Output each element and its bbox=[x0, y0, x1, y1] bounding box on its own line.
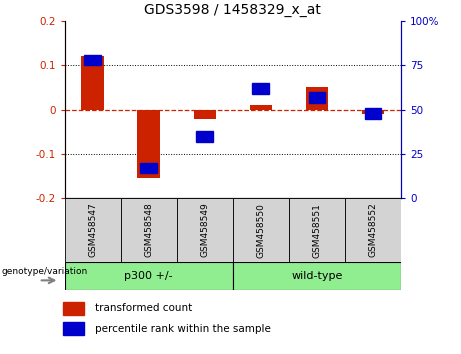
Text: genotype/variation: genotype/variation bbox=[1, 267, 88, 276]
Text: GSM458551: GSM458551 bbox=[313, 202, 321, 258]
Text: GSM458548: GSM458548 bbox=[144, 203, 153, 257]
Title: GDS3598 / 1458329_x_at: GDS3598 / 1458329_x_at bbox=[144, 4, 321, 17]
Bar bbox=[250, 105, 272, 110]
Bar bbox=[63, 322, 84, 335]
Bar bbox=[306, 87, 328, 110]
Text: percentile rank within the sample: percentile rank within the sample bbox=[95, 324, 271, 334]
Bar bbox=[177, 198, 233, 262]
Bar bbox=[365, 108, 381, 119]
Bar bbox=[65, 262, 233, 290]
Bar bbox=[196, 131, 213, 142]
Text: GSM458547: GSM458547 bbox=[88, 203, 97, 257]
Bar bbox=[194, 110, 216, 119]
Text: transformed count: transformed count bbox=[95, 303, 192, 313]
Text: wild-type: wild-type bbox=[291, 271, 343, 281]
Bar bbox=[345, 198, 401, 262]
Bar bbox=[308, 92, 325, 103]
Bar bbox=[65, 198, 121, 262]
Text: GSM458552: GSM458552 bbox=[368, 203, 378, 257]
Bar bbox=[233, 198, 289, 262]
Bar bbox=[362, 110, 384, 114]
Bar bbox=[140, 163, 157, 173]
Bar bbox=[84, 55, 101, 65]
Bar bbox=[121, 198, 177, 262]
Bar bbox=[289, 198, 345, 262]
Bar bbox=[82, 56, 104, 110]
Text: p300 +/-: p300 +/- bbox=[124, 271, 173, 281]
Bar bbox=[63, 302, 84, 315]
Bar bbox=[253, 83, 269, 94]
Text: GSM458550: GSM458550 bbox=[256, 202, 266, 258]
Bar bbox=[233, 262, 401, 290]
Bar bbox=[137, 110, 160, 178]
Text: GSM458549: GSM458549 bbox=[200, 203, 209, 257]
